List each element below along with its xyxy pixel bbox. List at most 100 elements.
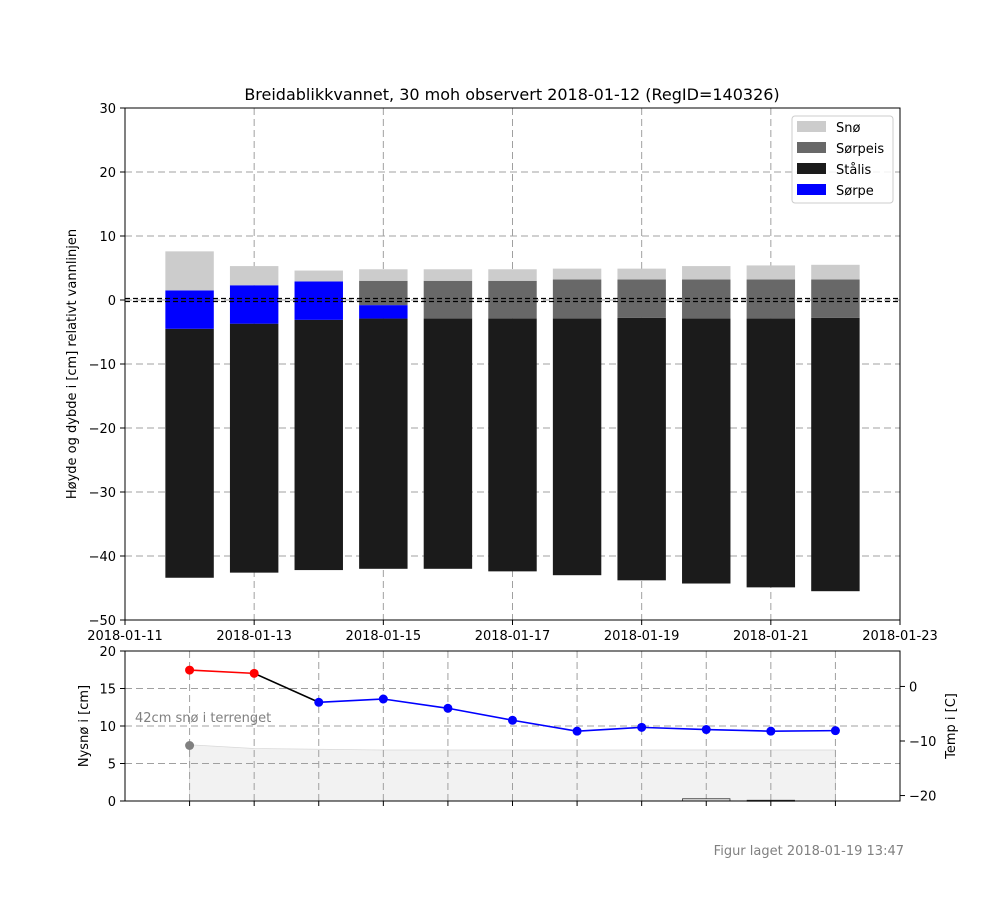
legend-swatch: [797, 142, 826, 153]
bar-layer-s-rpe: [165, 290, 214, 329]
bottom-y2-axis-label: Temp i [C]: [944, 693, 959, 760]
temperature-segment: [253, 672, 320, 704]
temperature-point: [443, 703, 453, 713]
x-tick-label: 2018-01-19: [604, 629, 680, 644]
temperature-point: [314, 697, 324, 707]
snow-annotation: 42cm snø i terrenget: [135, 711, 271, 726]
bar-layer-s-rpe: [229, 285, 279, 324]
bar-layer-st-lis: [359, 318, 408, 569]
bar-layer-s-rpeis: [811, 279, 860, 318]
bar-layer-st-lis: [682, 318, 731, 584]
legend-label: Snø: [836, 121, 860, 136]
temperature-segment: [770, 729, 836, 732]
bar-layer-sn-: [229, 266, 279, 286]
temperature-point: [249, 668, 259, 678]
bar-layer-sn-: [423, 269, 473, 281]
temperature-point: [701, 725, 711, 735]
ice-profile-chart: Breidablikkvannet, 30 moh observert 2018…: [65, 85, 938, 644]
bar-layer-s-rpeis: [682, 279, 731, 319]
x-tick-label: 2018-01-17: [475, 629, 551, 644]
bar-layer-st-lis: [165, 328, 214, 578]
y-tick-label: −50: [89, 614, 116, 629]
bar-layer-st-lis: [423, 318, 473, 569]
y-tick-label: −40: [89, 550, 116, 565]
top-y-axis-label: Høyde og dybde i [cm] relativt vannlinje…: [65, 229, 80, 499]
temperature-point: [766, 726, 776, 736]
y2-tick-label: −10: [909, 735, 936, 750]
bar-layer-sn-: [488, 269, 537, 281]
bar-layer-s-rpe: [359, 305, 408, 319]
x-tick-label: 2018-01-13: [216, 629, 292, 644]
bar-layer-sn-: [165, 251, 214, 291]
temperature-segment: [641, 726, 707, 731]
temperature-point: [378, 694, 388, 704]
bottom-x-ticks: [189, 801, 836, 806]
y-tick-label: −20: [89, 422, 116, 437]
y-tick-label: −10: [89, 358, 116, 373]
temperature-point: [185, 665, 195, 675]
x-tick-label: 2018-01-23: [862, 629, 938, 644]
bottom-grid: [125, 651, 900, 801]
legend-items: Snø Sørpeis Stålis Sørpe: [797, 121, 884, 199]
temperature-segment: [189, 669, 255, 675]
snow-depth-marker: [185, 741, 195, 750]
y-tick-label: 5: [108, 758, 116, 773]
temperature-segment: [383, 698, 449, 710]
bar-layer-sn-: [682, 266, 731, 280]
bar-layer-sn-: [552, 268, 602, 280]
bar-layer-sn-: [617, 268, 666, 280]
legend-label: Sørpe: [836, 184, 874, 199]
bar-layer-st-lis: [811, 317, 860, 592]
legend-label: Sørpeis: [836, 142, 884, 157]
bottom-y-axis-label: Nysnø i [cm]: [77, 685, 92, 767]
chart-title: Breidablikkvannet, 30 moh observert 2018…: [244, 85, 779, 104]
bar-layer-s-rpeis: [488, 280, 537, 319]
bar-layer-st-lis: [294, 319, 343, 571]
legend-swatch: [797, 184, 826, 195]
bar-layer-s-rpeis: [746, 279, 796, 319]
legend: Snø Sørpeis Stålis Sørpe: [791, 115, 894, 204]
temperature-segment: [577, 726, 642, 732]
bar-layer-st-lis: [552, 318, 602, 576]
temperature-segment: [318, 698, 384, 704]
top-x-ticks: 2018-01-11 2018-01-13 2018-01-15 2018-01-17…: [87, 620, 938, 644]
bar-layer-st-lis: [488, 318, 537, 572]
y-tick-label: 20: [99, 166, 116, 181]
y-tick-label: 20: [99, 645, 116, 660]
bar-layer-s-rpe: [294, 281, 343, 320]
y-tick-label: 10: [99, 720, 116, 735]
bottom-y2-ticks: −20 −10 0: [900, 680, 936, 805]
y2-tick-label: 0: [909, 680, 917, 695]
bar-layer-sn-: [294, 270, 343, 282]
x-tick-label: 2018-01-11: [87, 629, 163, 644]
legend-swatch: [797, 163, 826, 174]
top-y-ticks: −50 −40 −30 −20 −10 0 10 20 30: [89, 102, 125, 629]
ice-layer-bars: [165, 251, 860, 592]
footer-note: Figur laget 2018-01-19 13:47: [714, 844, 904, 859]
bar-layer-sn-: [811, 264, 860, 280]
temperature-segment: [706, 728, 771, 732]
weather-chart: 0 5 10 15 20 −20 −10 0 42cm snø i terrenget Ny…: [77, 645, 959, 810]
x-tick-label: 2018-01-15: [346, 629, 422, 644]
y-tick-label: 0: [108, 795, 116, 810]
bar-layer-s-rpeis: [423, 280, 473, 319]
temperature-point: [830, 726, 840, 736]
y2-tick-label: −20: [909, 790, 936, 805]
bar-layer-st-lis: [229, 323, 279, 573]
legend-frame: [791, 115, 894, 204]
bar-layer-sn-: [746, 265, 796, 280]
bottom-y-ticks: 0 5 10 15 20: [99, 645, 125, 810]
y-tick-label: 0: [108, 294, 116, 309]
temperature-point: [637, 722, 647, 732]
y-tick-label: 15: [99, 683, 116, 698]
temperature-point: [508, 715, 517, 725]
temperature-segment: [447, 707, 513, 722]
bar-layer-st-lis: [617, 317, 666, 581]
y-tick-label: −30: [89, 486, 116, 501]
temperature-point: [572, 726, 582, 736]
bar-layer-st-lis: [746, 318, 796, 588]
y-tick-label: 10: [99, 230, 116, 245]
y-tick-label: 30: [99, 102, 116, 117]
x-tick-label: 2018-01-21: [733, 629, 809, 644]
